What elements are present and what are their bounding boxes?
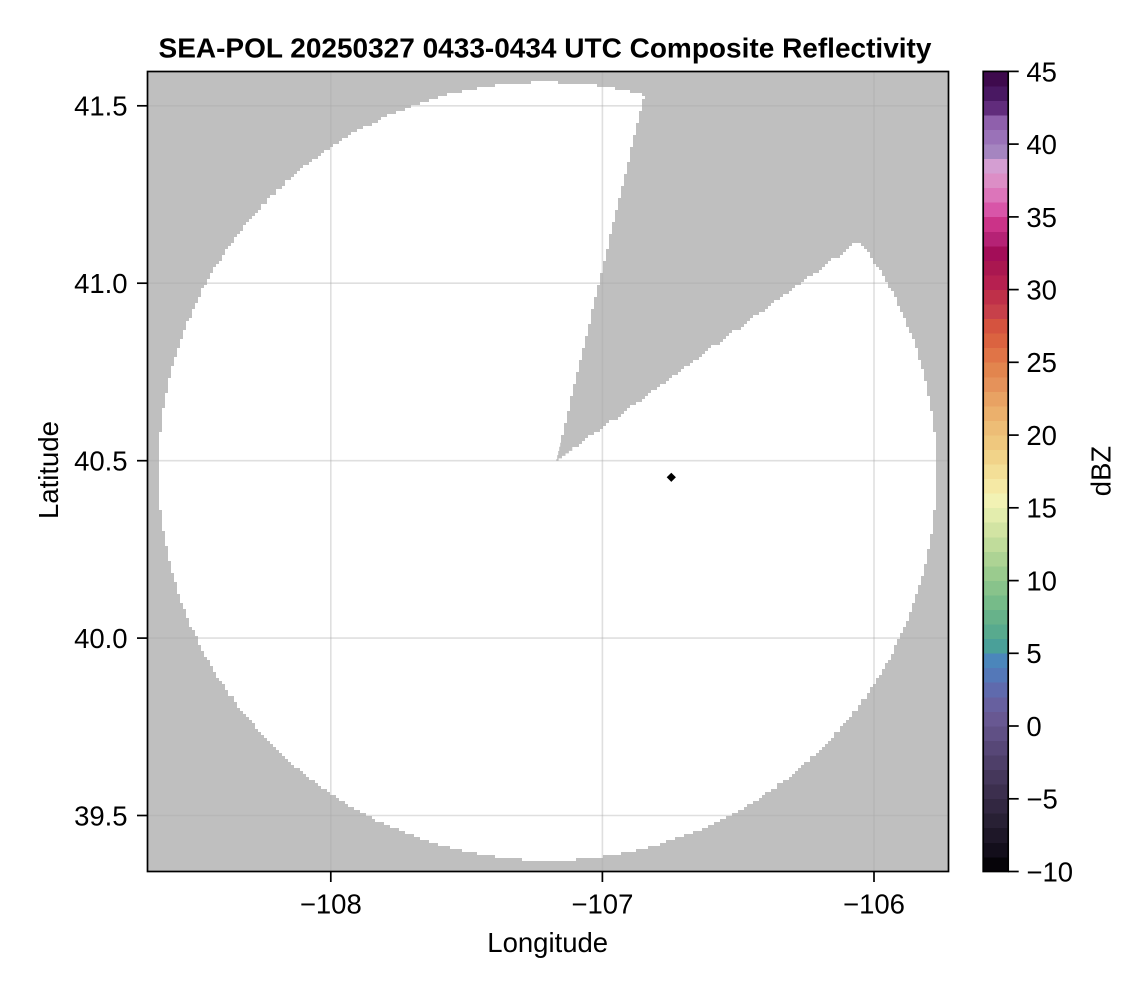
svg-text:0: 0 — [1026, 711, 1041, 742]
svg-text:5: 5 — [1026, 638, 1041, 669]
svg-text:40.5: 40.5 — [74, 446, 128, 477]
svg-text:SEA-POL 20250327 0433-0434 UTC: SEA-POL 20250327 0433-0434 UTC Composite… — [159, 33, 932, 64]
svg-text:Longitude: Longitude — [487, 927, 608, 958]
svg-text:−5: −5 — [1026, 784, 1057, 815]
svg-text:15: 15 — [1026, 493, 1057, 524]
svg-text:−108: −108 — [300, 888, 362, 919]
svg-text:10: 10 — [1026, 566, 1057, 597]
svg-text:20: 20 — [1026, 420, 1057, 451]
svg-text:40.0: 40.0 — [74, 623, 128, 654]
svg-text:41.0: 41.0 — [74, 268, 128, 299]
svg-text:dBZ: dBZ — [1086, 446, 1117, 496]
svg-text:41.5: 41.5 — [74, 91, 128, 122]
svg-text:−107: −107 — [571, 888, 633, 919]
svg-text:35: 35 — [1026, 202, 1057, 233]
svg-text:−10: −10 — [1026, 856, 1073, 887]
svg-text:25: 25 — [1026, 347, 1057, 378]
svg-text:Latitude: Latitude — [33, 421, 64, 519]
svg-text:−106: −106 — [843, 888, 905, 919]
svg-text:30: 30 — [1026, 275, 1057, 306]
svg-text:39.5: 39.5 — [74, 800, 128, 831]
svg-text:45: 45 — [1026, 56, 1057, 87]
svg-text:40: 40 — [1026, 129, 1057, 160]
